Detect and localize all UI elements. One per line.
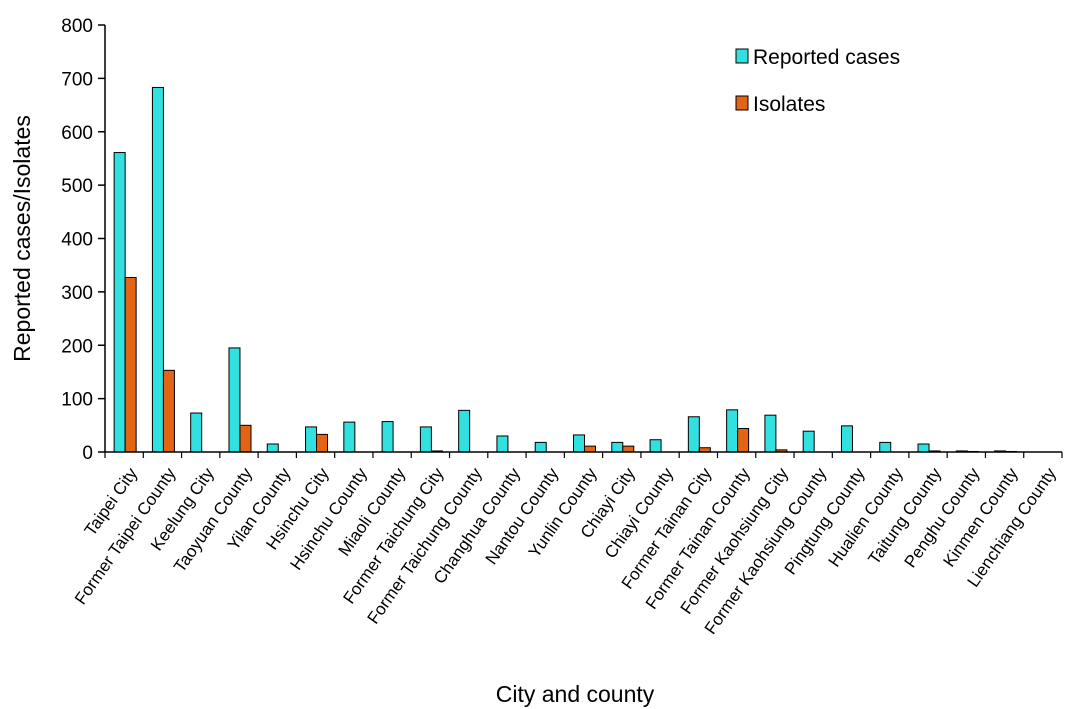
bar-isolates-taoyuan-county <box>239 424 252 453</box>
bar-reported-cases-nantou-county <box>534 441 547 453</box>
bar-reported-cases-taoyuan-county <box>228 347 241 453</box>
bar-reported-cases-yilan-county <box>266 443 279 453</box>
bar-reported-cases-hualien-county <box>879 441 892 453</box>
y-tick-label: 0 <box>82 443 93 464</box>
bar-isolates-yunlin-county <box>584 445 596 453</box>
bar-reported-cases-former-tainan-county <box>726 409 739 453</box>
y-tick-label: 200 <box>61 336 93 357</box>
y-tick-label: 100 <box>61 390 93 411</box>
y-tick-label: 500 <box>61 176 93 197</box>
bars-layer <box>113 86 1018 453</box>
x-axis-title: City and county <box>496 681 655 707</box>
bar-reported-cases-hsinchu-county <box>343 421 356 453</box>
bar-reported-cases-hsinchu-city <box>305 426 318 453</box>
bar-isolates-hsinchu-city <box>316 433 329 453</box>
y-tick-label: 300 <box>61 283 93 304</box>
bar-reported-cases-former-tainan-city <box>687 416 700 453</box>
bar-reported-cases-former-taipei-county <box>151 86 164 453</box>
bar-reported-cases-changhua-county <box>496 435 509 453</box>
legend-label-reported-cases: Reported cases <box>753 46 900 69</box>
y-tick-label: 800 <box>61 16 93 37</box>
bar-isolates-former-taipei-county <box>162 369 175 453</box>
y-ticks: 0 100 200 300 400 500 600 700 800 <box>61 16 105 464</box>
bar-reported-cases-former-taichung-county <box>458 409 471 453</box>
y-tick-label: 400 <box>61 230 93 251</box>
y-tick-label: 600 <box>61 123 93 144</box>
y-tick-label: 700 <box>61 69 93 90</box>
bar-reported-cases-taipei-city <box>113 152 126 453</box>
bar-reported-cases-yunlin-county <box>573 434 585 453</box>
legend-swatch-reported-cases <box>735 48 749 64</box>
bar-reported-cases-chiayi-county <box>649 439 662 453</box>
bar-reported-cases-former-kaohsiung-county <box>802 430 815 453</box>
axes-layer <box>104 25 1062 453</box>
legend: Reported cases Isolates <box>735 46 900 116</box>
bar-reported-cases-taitung-county <box>917 443 930 453</box>
legend-swatch-isolates <box>735 95 749 111</box>
bar-reported-cases-miaoli-county <box>381 421 394 453</box>
bar-reported-cases-pingtung-county <box>840 425 853 453</box>
bar-reported-cases-keelung-city <box>190 412 203 453</box>
bar-reported-cases-former-kaohsiung-city <box>764 414 777 453</box>
bar-isolates-chiayi-city <box>622 445 635 453</box>
bar-isolates-former-tainan-county <box>737 428 750 453</box>
legend-label-isolates: Isolates <box>753 93 825 116</box>
bar-isolates-taipei-city <box>124 276 137 453</box>
bar-reported-cases-former-taichung-city <box>419 426 432 453</box>
bar-reported-cases-chiayi-city <box>611 441 624 453</box>
y-axis-title: Reported cases/Isolates <box>9 115 35 362</box>
